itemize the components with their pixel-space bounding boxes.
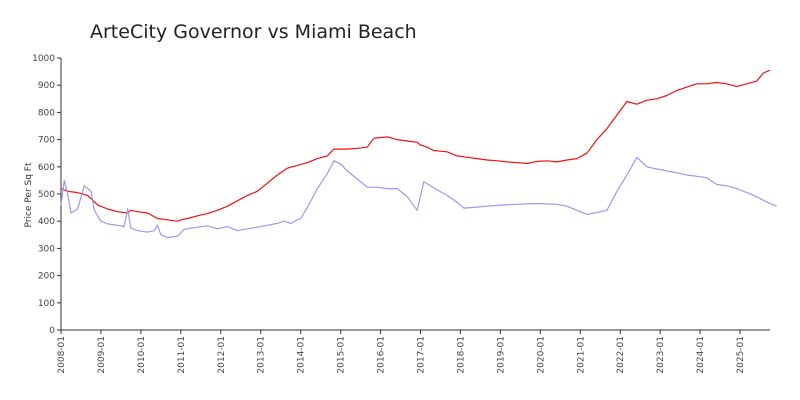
y-tick-label: 600 (38, 163, 55, 173)
y-tick-label: 100 (38, 299, 55, 309)
x-tick-label: 2011-01 (177, 336, 187, 374)
x-tick-label: 2022-01 (616, 336, 626, 374)
x-tick-label: 2014-01 (297, 336, 307, 374)
y-tick-label: 300 (38, 244, 55, 254)
y-tick-label: 200 (38, 272, 55, 282)
y-tick-label: 400 (38, 217, 55, 227)
series-lines (60, 69, 777, 239)
x-tick-label: 2012-01 (217, 336, 227, 374)
y-tick-label: 700 (38, 136, 55, 146)
y-axis-ticks: 0 100 200 300 400 500 600 700 800 900 1000 (32, 54, 61, 336)
x-tick-label: 2020-01 (536, 336, 546, 374)
y-tick-label: 800 (38, 108, 55, 118)
chart-title: ArteCity Governor vs Miami Beach (90, 21, 417, 43)
x-tick-label: 2021-01 (576, 336, 586, 374)
series-line-1 (60, 69, 771, 222)
x-tick-label: 2008-01 (57, 336, 67, 374)
x-tick-label: 2018-01 (456, 336, 466, 374)
series-line-2 (60, 156, 777, 239)
x-tick-label: 2017-01 (416, 336, 426, 374)
x-tick-label: 2009-01 (97, 336, 107, 374)
x-tick-label: 2013-01 (257, 336, 267, 374)
y-tick-label: 0 (49, 326, 55, 336)
x-tick-label: 2025-01 (736, 336, 746, 374)
y-tick-label: 900 (38, 81, 55, 91)
y-tick-label: 1000 (32, 54, 55, 64)
y-axis-label: Price Per Sq Ft (24, 162, 34, 227)
y-tick-label: 500 (38, 190, 55, 200)
x-tick-label: 2019-01 (496, 336, 506, 374)
x-tick-label: 2023-01 (656, 336, 666, 374)
x-tick-label: 2015-01 (337, 336, 347, 374)
x-tick-label: 2010-01 (137, 336, 147, 374)
x-axis-ticks: 2008-01 2009-01 2010-01 2011-01 2012-01 2013-… (57, 330, 746, 374)
x-tick-label: 2024-01 (696, 336, 706, 374)
x-tick-label: 2016-01 (377, 336, 387, 374)
